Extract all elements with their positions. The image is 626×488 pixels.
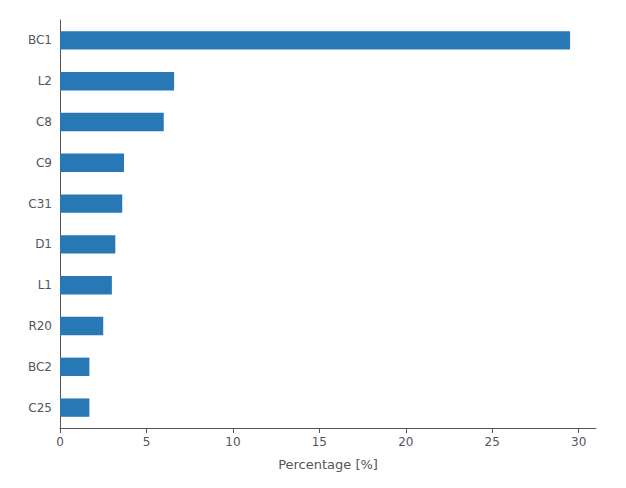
svg-text:30: 30: [571, 435, 586, 449]
svg-text:25: 25: [485, 435, 500, 449]
svg-text:10: 10: [225, 435, 240, 449]
svg-text:C9: C9: [36, 156, 52, 170]
svg-text:L2: L2: [38, 74, 52, 88]
svg-text:5: 5: [143, 435, 151, 449]
svg-text:BC1: BC1: [28, 33, 52, 47]
svg-text:Percentage [%]: Percentage [%]: [278, 457, 378, 472]
svg-text:D1: D1: [35, 237, 52, 251]
svg-text:C8: C8: [36, 115, 52, 129]
svg-text:R20: R20: [28, 319, 52, 333]
svg-text:C25: C25: [28, 401, 52, 415]
svg-text:0: 0: [56, 435, 64, 449]
svg-text:L1: L1: [38, 278, 52, 292]
svg-text:20: 20: [398, 435, 413, 449]
svg-text:BC2: BC2: [28, 360, 52, 374]
svg-text:C31: C31: [28, 197, 52, 211]
svg-text:15: 15: [312, 435, 327, 449]
